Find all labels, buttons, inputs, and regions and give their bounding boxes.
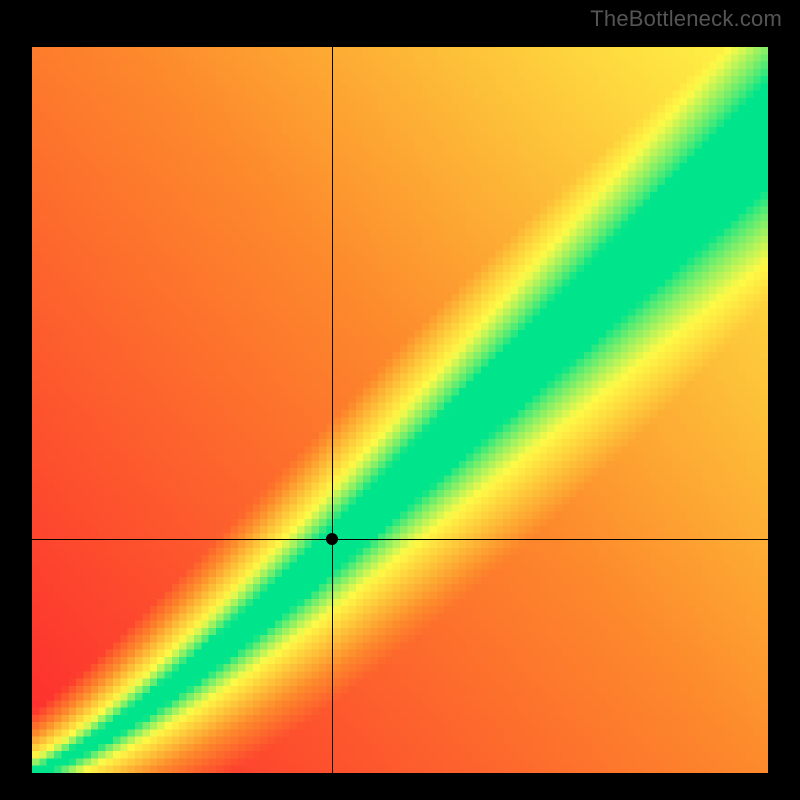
bottleneck-heatmap — [32, 47, 768, 773]
crosshair-marker-dot — [326, 533, 338, 545]
crosshair-vertical — [332, 47, 333, 773]
plot-container — [13, 33, 787, 787]
watermark-text: TheBottleneck.com — [590, 6, 782, 32]
crosshair-horizontal — [32, 539, 768, 540]
